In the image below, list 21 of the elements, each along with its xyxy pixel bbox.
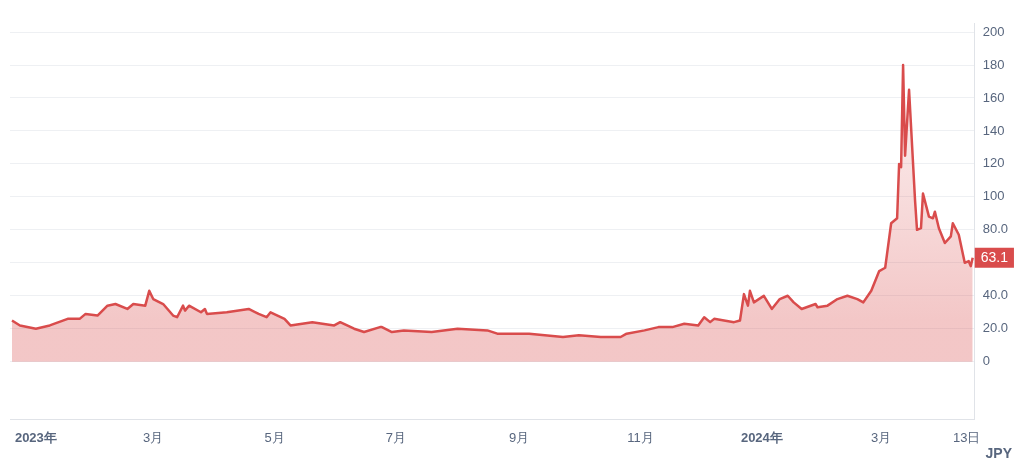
y-tick-label: 0: [982, 353, 990, 369]
x-tick-label: 11月: [627, 429, 654, 445]
x-tick-label: 13日: [953, 429, 981, 445]
y-tick-label: 20.0: [982, 320, 1009, 336]
y-tick-label: 80.0: [982, 221, 1009, 237]
y-tick-label: 40.0: [982, 287, 1009, 303]
x-tick-label: 3月: [871, 429, 892, 445]
x-tick-label: 7月: [385, 429, 406, 445]
x-tick-label: 5月: [264, 429, 285, 445]
x-tick-label: 3月: [143, 429, 164, 445]
y-tick-label: 200: [982, 23, 1005, 39]
y-tick-label: 160: [982, 89, 1005, 105]
y-tick-label: 140: [982, 122, 1005, 138]
y-tick-label: 100: [982, 188, 1005, 204]
text: JPY: [985, 444, 1013, 461]
annotation: 63.1: [980, 248, 1009, 265]
y-tick-label: 180: [982, 56, 1005, 72]
x-tick-label: 2023年: [14, 429, 57, 445]
y-tick-label: 120: [982, 155, 1005, 171]
x-tick-label: 2024年: [740, 429, 783, 445]
x-tick-label: 9月: [509, 429, 530, 445]
